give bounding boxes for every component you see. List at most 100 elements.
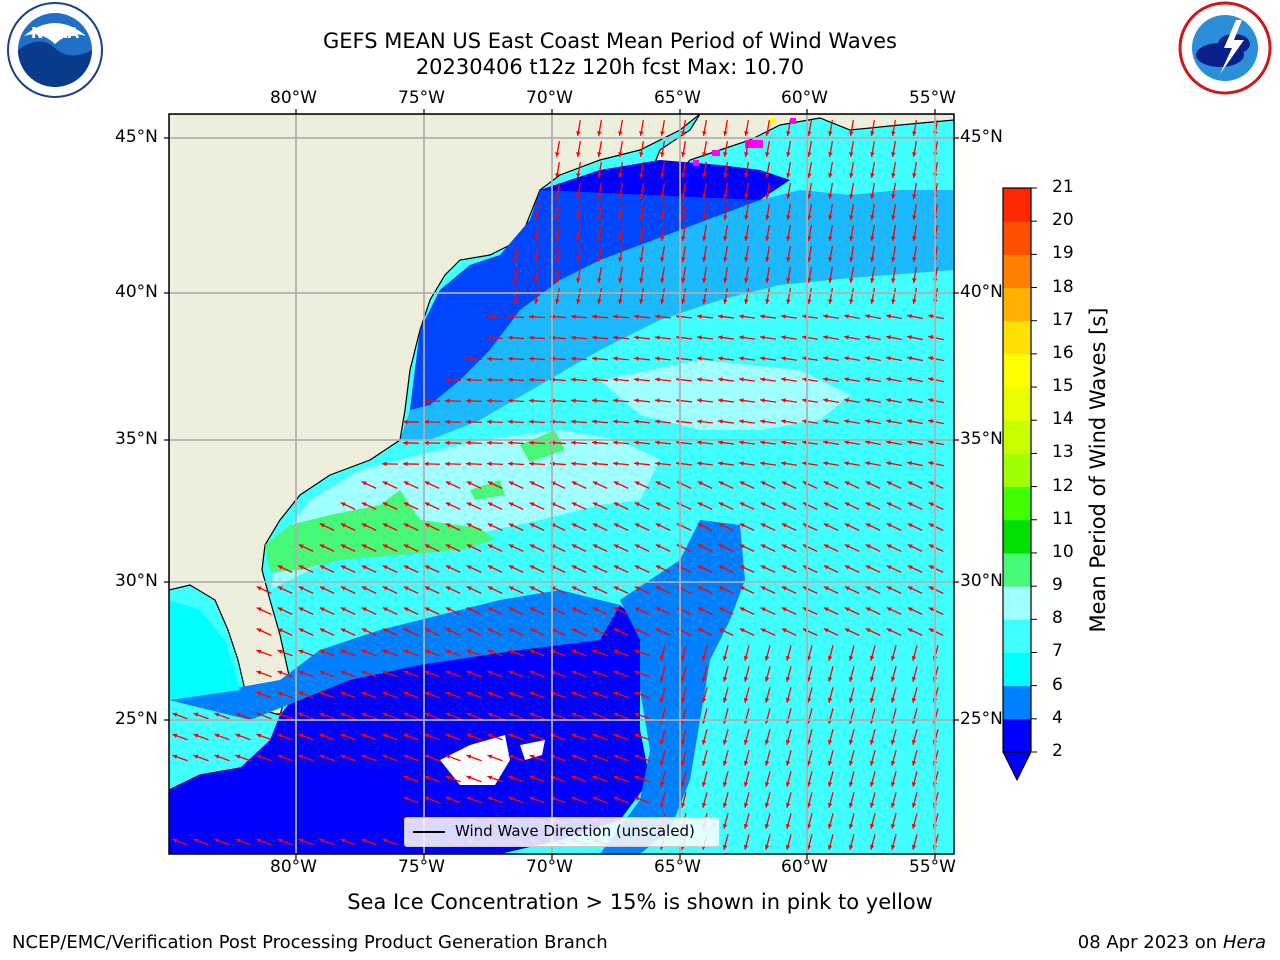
wave-direction-arrowhead: [508, 335, 513, 341]
wave-direction-arrowhead: [508, 796, 514, 801]
wave-direction-arrowhead: [911, 655, 917, 661]
wave-direction-arrowhead: [277, 691, 283, 696]
wave-direction-arrowhead: [844, 502, 850, 507]
wave-direction-arrowhead: [849, 299, 854, 304]
wave-direction-arrowhead: [445, 670, 451, 675]
wave-direction-arrowhead: [928, 398, 933, 403]
wave-direction-arrowhead: [487, 335, 492, 341]
wave-direction-arrowhead: [786, 131, 791, 136]
wave-direction-arrowhead: [739, 461, 744, 466]
wave-direction-arrowhead: [529, 796, 535, 801]
wave-direction-arrowhead: [445, 607, 451, 612]
wave-direction-arrowhead: [849, 173, 854, 178]
wave-direction-arrowhead: [701, 655, 707, 661]
wave-direction-arrowhead: [613, 314, 618, 319]
wave-direction-arrowhead: [912, 236, 917, 241]
wave-direction-arrowhead: [592, 565, 598, 570]
wave-direction-arrowhead: [445, 481, 451, 486]
wave-direction-arrowhead: [844, 481, 850, 486]
wave-direction-arrowhead: [655, 607, 661, 612]
wave-direction-arrowhead: [786, 257, 791, 262]
lat-label-left: 30°N: [115, 571, 158, 591]
wave-direction-arrowhead: [870, 257, 875, 262]
wave-direction-arrowhead: [680, 802, 686, 808]
wave-direction-arrowhead: [886, 607, 892, 612]
wave-direction-arrowhead: [424, 523, 430, 528]
wave-direction-arrowhead: [849, 236, 854, 241]
wave-direction-arrowhead: [765, 131, 770, 136]
wave-direction-arrowhead: [445, 691, 451, 696]
wave-direction-arrowhead: [487, 314, 492, 320]
wave-direction-arrowhead: [743, 844, 749, 850]
wave-direction-arrowhead: [298, 565, 304, 570]
wave-direction-arrowhead: [319, 838, 325, 843]
wave-direction-arrowhead: [701, 697, 707, 703]
wave-direction-arrowhead: [722, 844, 728, 850]
wave-direction-arrowhead: [844, 628, 850, 633]
wave-direction-arrowhead: [534, 278, 539, 283]
wave-direction-arrowhead: [823, 565, 829, 570]
wave-direction-arrowhead: [844, 419, 849, 424]
colorbar-cell: [1003, 718, 1031, 753]
wave-direction-arrowhead: [697, 502, 703, 507]
wave-direction-arrowhead: [571, 796, 577, 801]
wave-direction-arrowhead: [361, 838, 367, 843]
wave-direction-arrowhead: [870, 152, 875, 157]
footer-machine: Hera: [1222, 932, 1266, 953]
wave-direction-arrowhead: [702, 215, 707, 220]
wave-direction-arrowhead: [697, 628, 703, 633]
wave-direction-arrowhead: [911, 802, 917, 808]
wave-direction-arrowhead: [424, 419, 429, 425]
wave-direction-arrowhead: [718, 356, 723, 361]
wave-direction-arrowhead: [697, 523, 703, 528]
wave-direction-arrowhead: [340, 586, 346, 591]
wave-direction-arrowhead: [487, 670, 493, 675]
wave-direction-arrowhead: [277, 670, 283, 675]
wave-direction-arrowhead: [655, 544, 661, 549]
wave-direction-arrowhead: [235, 754, 241, 759]
wave-direction-arrowhead: [865, 502, 871, 507]
wave-direction-arrowhead: [739, 565, 745, 570]
wave-direction-arrowhead: [529, 649, 535, 654]
wave-direction-arrowhead: [827, 844, 833, 850]
wave-direction-arrowhead: [828, 173, 833, 178]
wave-direction-arrowhead: [886, 419, 891, 424]
wave-direction-arrowhead: [865, 398, 870, 403]
wave-direction-arrowhead: [597, 215, 602, 220]
wave-direction-arrowhead: [849, 257, 854, 262]
wave-direction-arrowhead: [760, 481, 766, 486]
graticule: [169, 114, 954, 854]
wave-direction-arrowhead: [655, 356, 660, 361]
wave-direction-arrowhead: [760, 335, 765, 340]
wave-direction-arrowhead: [361, 523, 367, 528]
wave-direction-arrowhead: [571, 440, 576, 445]
wave-direction-arrowhead: [361, 481, 367, 486]
wave-direction-arrowhead: [912, 257, 917, 262]
wave-direction-arrowhead: [466, 565, 472, 570]
wave-direction-arrowhead: [760, 440, 765, 445]
wave-direction-arrowhead: [277, 754, 283, 759]
wave-direction-arrowhead: [823, 314, 828, 319]
wave-direction-arrowhead: [697, 377, 702, 382]
wave-direction-arrowhead: [424, 649, 430, 654]
wave-direction-arrowhead: [466, 607, 472, 612]
lat-label-left: 25°N: [115, 709, 158, 729]
wave-direction-arrowhead: [701, 802, 707, 808]
wave-direction-arrowhead: [613, 461, 618, 466]
wave-direction-arrowhead: [319, 607, 325, 612]
wave-direction-arrowhead: [382, 628, 388, 633]
wave-direction-arrowhead: [508, 628, 514, 633]
wave-direction-arrowhead: [424, 398, 429, 404]
wave-direction-arrowhead: [424, 544, 430, 549]
wave-direction-arrowhead: [655, 419, 660, 424]
wave-direction-arrowhead: [760, 356, 765, 361]
wave-direction-arrowhead: [660, 236, 665, 241]
wave-direction-arrowhead: [592, 733, 598, 738]
colorbar-tick-label: 2: [1052, 741, 1063, 761]
wave-direction-arrowhead: [555, 194, 560, 199]
wave-direction-arrowhead: [403, 628, 409, 633]
wave-direction-arrowhead: [823, 335, 828, 340]
wave-direction-arrowhead: [743, 676, 749, 682]
wave-direction-arrowhead: [865, 586, 871, 591]
wave-direction-arrowhead: [807, 215, 812, 220]
